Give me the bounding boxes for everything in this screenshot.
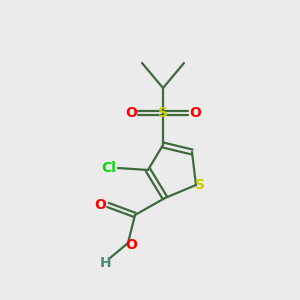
Text: O: O	[94, 198, 106, 212]
Text: O: O	[125, 106, 137, 120]
Text: S: S	[158, 106, 168, 120]
Text: O: O	[125, 238, 137, 252]
Text: H: H	[100, 256, 112, 270]
Text: S: S	[195, 178, 205, 192]
Text: Cl: Cl	[102, 161, 116, 175]
Text: O: O	[189, 106, 201, 120]
